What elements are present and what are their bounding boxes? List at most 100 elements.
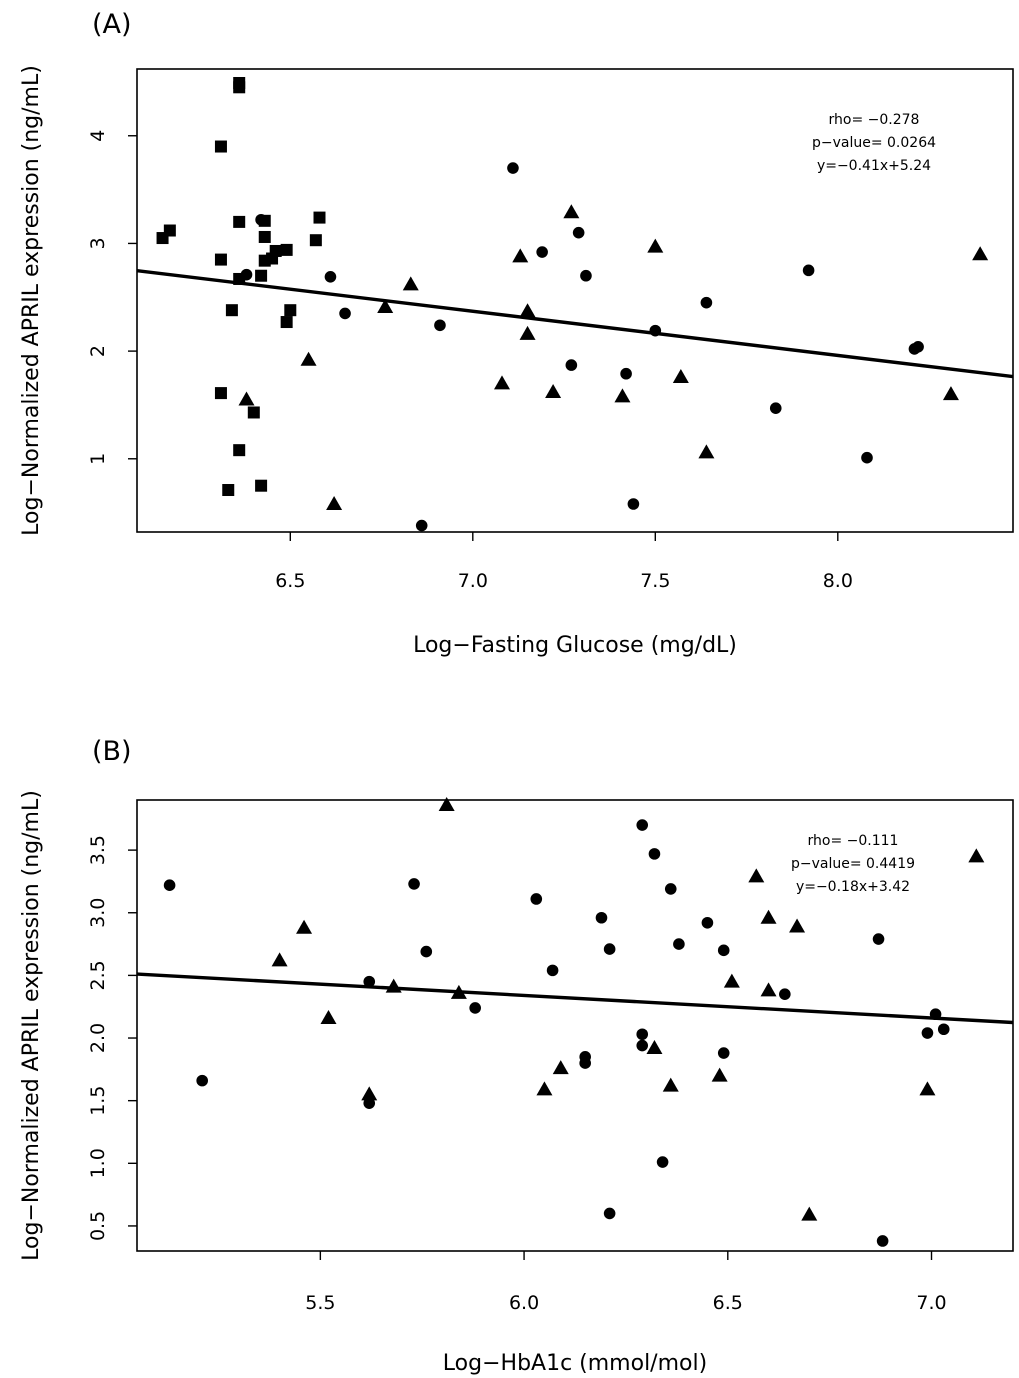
data-point-triangle xyxy=(968,848,985,863)
x-tick-label: 8.0 xyxy=(823,570,853,592)
x-axis-title: Log−Fasting Glucose (mg/dL) xyxy=(413,633,737,658)
data-point-triangle xyxy=(711,1067,728,1082)
y-tick-label: 3.0 xyxy=(87,898,109,928)
data-point-square xyxy=(222,484,235,497)
plot-frame xyxy=(136,799,1014,1252)
data-point-circle xyxy=(572,226,585,239)
data-point-square xyxy=(214,387,227,400)
data-point-triangle xyxy=(519,303,536,318)
data-point-triangle xyxy=(402,276,419,291)
data-point-square xyxy=(247,406,260,419)
data-point-circle xyxy=(636,1039,649,1052)
data-point-square xyxy=(214,253,227,266)
data-point-triangle xyxy=(320,1009,337,1024)
data-point-circle xyxy=(507,162,519,174)
data-point-triangle xyxy=(614,388,631,403)
data-point-triangle xyxy=(385,978,402,993)
data-point-circle xyxy=(929,1008,942,1021)
y-tick-label: 4 xyxy=(87,130,109,142)
data-point-circle xyxy=(434,319,446,332)
stats-annotation: rho= −0.278 xyxy=(829,112,920,128)
data-point-circle xyxy=(664,883,677,895)
data-point-circle xyxy=(769,402,782,414)
data-point-circle xyxy=(603,1207,616,1220)
data-point-circle xyxy=(700,296,713,309)
y-tick-label: 2 xyxy=(87,345,109,357)
x-tick-label: 6.5 xyxy=(713,1292,743,1314)
data-point-triangle xyxy=(512,248,529,263)
y-axis-title: Log−Normalized APRIL expression (ng/mL) xyxy=(19,65,44,536)
data-point-square xyxy=(233,215,246,228)
data-point-circle xyxy=(802,264,815,277)
data-point-triangle xyxy=(723,973,740,988)
panel-label: (A) xyxy=(92,9,132,40)
panel-b: (B) 5.5 6.0 6.5 7.0 0.5 1.0 1.5 2.0 2.5 3.0 3.5 Log−… xyxy=(19,736,1014,1376)
data-point-triangle xyxy=(326,496,343,511)
data-point-square xyxy=(280,243,293,256)
data-point-triangle xyxy=(789,918,806,933)
data-point-circle xyxy=(636,819,649,831)
data-point-triangle xyxy=(296,919,313,934)
data-point-circle xyxy=(636,1028,649,1041)
data-point-circle xyxy=(620,367,632,380)
data-point-triangle xyxy=(238,391,255,406)
data-point-circle xyxy=(912,341,924,353)
data-point-triangle xyxy=(377,298,394,313)
data-point-circle xyxy=(565,359,578,371)
data-point-triangle xyxy=(760,909,777,924)
data-point-circle xyxy=(415,519,428,532)
x-tick-label: 7.5 xyxy=(640,570,670,592)
data-point-circle xyxy=(240,268,253,281)
data-point-triangle xyxy=(760,982,777,997)
y-tick-label: 2.0 xyxy=(87,1023,109,1053)
panel-a: (A) 6.5 7.0 7.5 8.0 1 2 3 4 Log−Fasting Glucose (… xyxy=(19,9,1014,658)
data-point-circle xyxy=(580,269,592,282)
data-point-triangle xyxy=(494,375,510,390)
y-tick-label: 1.5 xyxy=(87,1086,109,1116)
data-point-circle xyxy=(579,1057,591,1069)
data-point-circle xyxy=(627,498,640,510)
regression-line xyxy=(137,972,1013,1025)
stats-annotation: y=−0.18x+3.42 xyxy=(796,879,910,895)
data-point-circle xyxy=(648,848,661,860)
data-point-triangle xyxy=(563,204,580,219)
data-point-square xyxy=(255,269,268,282)
stats-annotation: p−value= 0.0264 xyxy=(812,135,936,151)
data-point-circle xyxy=(363,975,376,988)
data-point-triangle xyxy=(672,368,689,383)
data-point-circle xyxy=(408,878,420,890)
data-point-square xyxy=(258,254,271,267)
regression-line xyxy=(137,268,1013,379)
data-point-circle xyxy=(861,451,873,464)
data-point-square xyxy=(313,211,326,224)
y-tick-label: 2.5 xyxy=(87,960,109,990)
data-point-circle xyxy=(255,213,267,226)
data-point-circle xyxy=(701,916,714,929)
x-tick-label: 7.0 xyxy=(916,1292,946,1314)
data-point-triangle xyxy=(536,1081,553,1096)
y-tick-label: 1 xyxy=(87,453,109,465)
data-point-triangle xyxy=(271,952,288,967)
data-point-square xyxy=(284,304,297,317)
data-point-triangle xyxy=(942,386,959,401)
data-point-circle xyxy=(937,1023,950,1036)
data-point-circle xyxy=(595,911,608,924)
data-point-circle xyxy=(546,964,559,977)
data-point-square xyxy=(280,316,293,329)
data-point-square xyxy=(266,252,279,265)
x-tick-label: 6.5 xyxy=(275,570,305,592)
data-point-circle xyxy=(872,933,885,945)
data-point-circle xyxy=(530,893,543,905)
data-point-circle xyxy=(469,1002,481,1014)
data-point-triangle xyxy=(698,444,715,459)
data-point-square xyxy=(233,444,246,457)
data-point-circle xyxy=(717,944,730,957)
stats-annotation: rho= −0.111 xyxy=(808,833,899,849)
data-point-circle xyxy=(656,1156,669,1168)
data-point-triangle xyxy=(361,1086,378,1101)
y-tick-label: 3.5 xyxy=(87,835,109,865)
y-tick-label: 0.5 xyxy=(87,1211,109,1241)
data-point-square xyxy=(156,232,169,245)
data-point-square xyxy=(255,479,268,492)
